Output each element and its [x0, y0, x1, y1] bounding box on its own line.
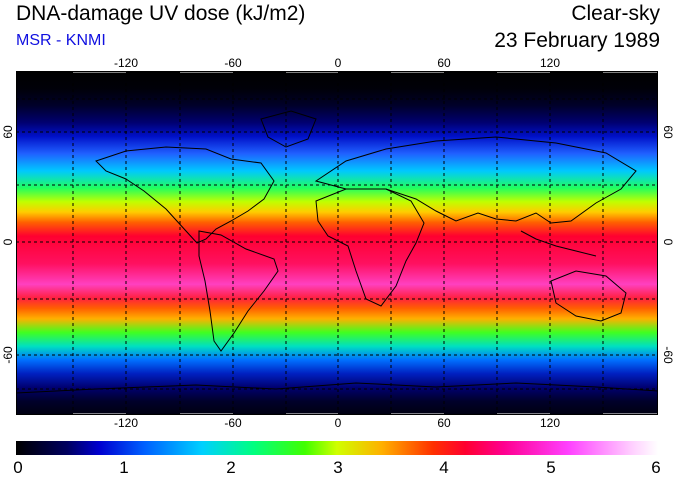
lon-tick-label: 60 — [437, 416, 451, 430]
lon-tick-label: -120 — [113, 416, 139, 430]
frame-ticks — [73, 71, 658, 415]
lat-tick-label: 60 — [661, 125, 675, 139]
color-scale-bar — [16, 441, 658, 455]
lon-tick-label: 0 — [334, 56, 342, 70]
color-scale-labels: 0 1 2 3 4 5 6 — [13, 458, 661, 478]
lon-tick-label: -60 — [224, 56, 242, 70]
south-america-outline — [198, 230, 279, 352]
greenland-outline — [260, 110, 317, 148]
indonesia-outline — [520, 230, 597, 257]
lon-tick-label: 120 — [539, 416, 561, 430]
scale-label: 0 — [13, 458, 23, 477]
australia-outline — [550, 270, 627, 322]
map-frame — [16, 71, 658, 415]
scale-label: 4 — [439, 458, 449, 477]
graticule — [16, 71, 658, 415]
sky-condition-label: Clear-sky — [571, 2, 660, 25]
scale-label: 3 — [333, 458, 343, 477]
lat-tick-label: 60 — [1, 125, 15, 139]
latitude-ticks-right: 60 0 -60 — [661, 71, 675, 415]
coastlines — [16, 110, 658, 394]
scale-label: 1 — [119, 458, 129, 477]
map-title: DNA-damage UV dose (kJ/m2) — [16, 2, 306, 25]
lat-tick-label: -60 — [1, 346, 15, 364]
lat-tick-label: -60 — [661, 346, 675, 364]
world-map-overlay — [16, 71, 658, 415]
lat-tick-label: 0 — [1, 238, 15, 246]
lon-tick-label: 0 — [334, 416, 342, 430]
lon-tick-label: 120 — [539, 56, 561, 70]
lon-tick-label: -60 — [224, 416, 242, 430]
scale-label: 2 — [226, 458, 236, 477]
longitude-ticks-top: -120 -60 0 60 120 — [16, 56, 658, 70]
longitude-ticks-bottom: -120 -60 0 60 120 — [16, 416, 658, 430]
lon-tick-label: -120 — [113, 56, 139, 70]
source-label: MSR - KNMI — [16, 32, 106, 49]
eurasia-outline — [314, 136, 637, 224]
latitude-ticks-left: 60 0 -60 — [1, 71, 15, 415]
lon-tick-label: 60 — [437, 56, 451, 70]
africa-outline — [315, 188, 425, 307]
lat-tick-label: 0 — [661, 238, 675, 246]
antarctica-outline — [16, 382, 658, 394]
north-america-outline — [95, 146, 275, 244]
scale-label: 5 — [546, 458, 556, 477]
scale-label: 6 — [651, 458, 661, 477]
date-label: 23 February 1989 — [494, 29, 660, 52]
uv-dose-map — [16, 71, 658, 415]
